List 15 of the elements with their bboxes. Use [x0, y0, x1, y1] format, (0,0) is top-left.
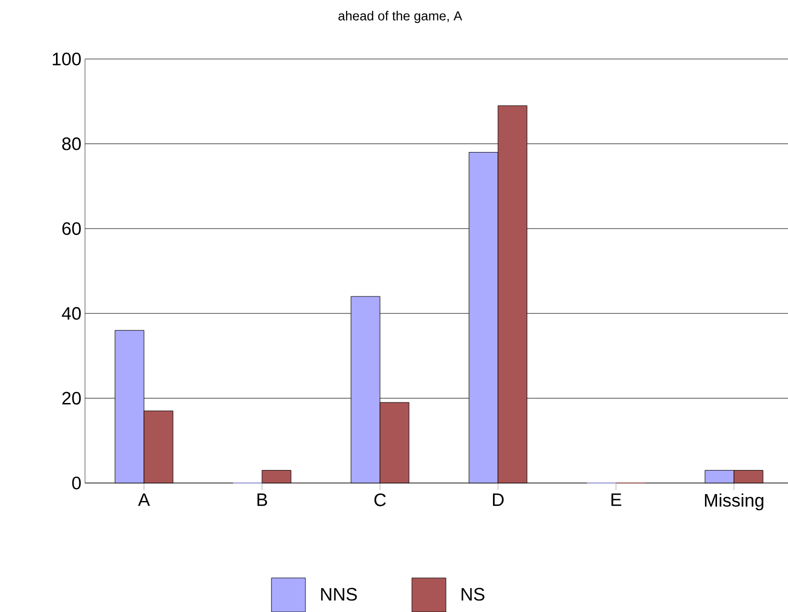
- x-tick-label: C: [374, 494, 386, 506]
- x-tick-label: Missing: [704, 494, 764, 510]
- y-tick-label: 40: [62, 307, 81, 320]
- x-tick-label: B: [257, 494, 268, 506]
- x-tick-label: D: [492, 494, 504, 506]
- x-tick-label: A: [138, 494, 150, 506]
- y-tick-label: 0: [72, 476, 81, 490]
- x-tick-label: E: [611, 494, 622, 506]
- legend-label: NS: [462, 588, 484, 601]
- y-tick-label: 60: [62, 222, 81, 235]
- legend-label: NNS: [321, 588, 357, 601]
- y-tick-label: 20: [62, 392, 81, 405]
- chart-title: ahead of the game, A: [338, 10, 462, 24]
- y-tick-label: 100: [52, 52, 81, 66]
- y-tick-label: 80: [62, 137, 81, 150]
